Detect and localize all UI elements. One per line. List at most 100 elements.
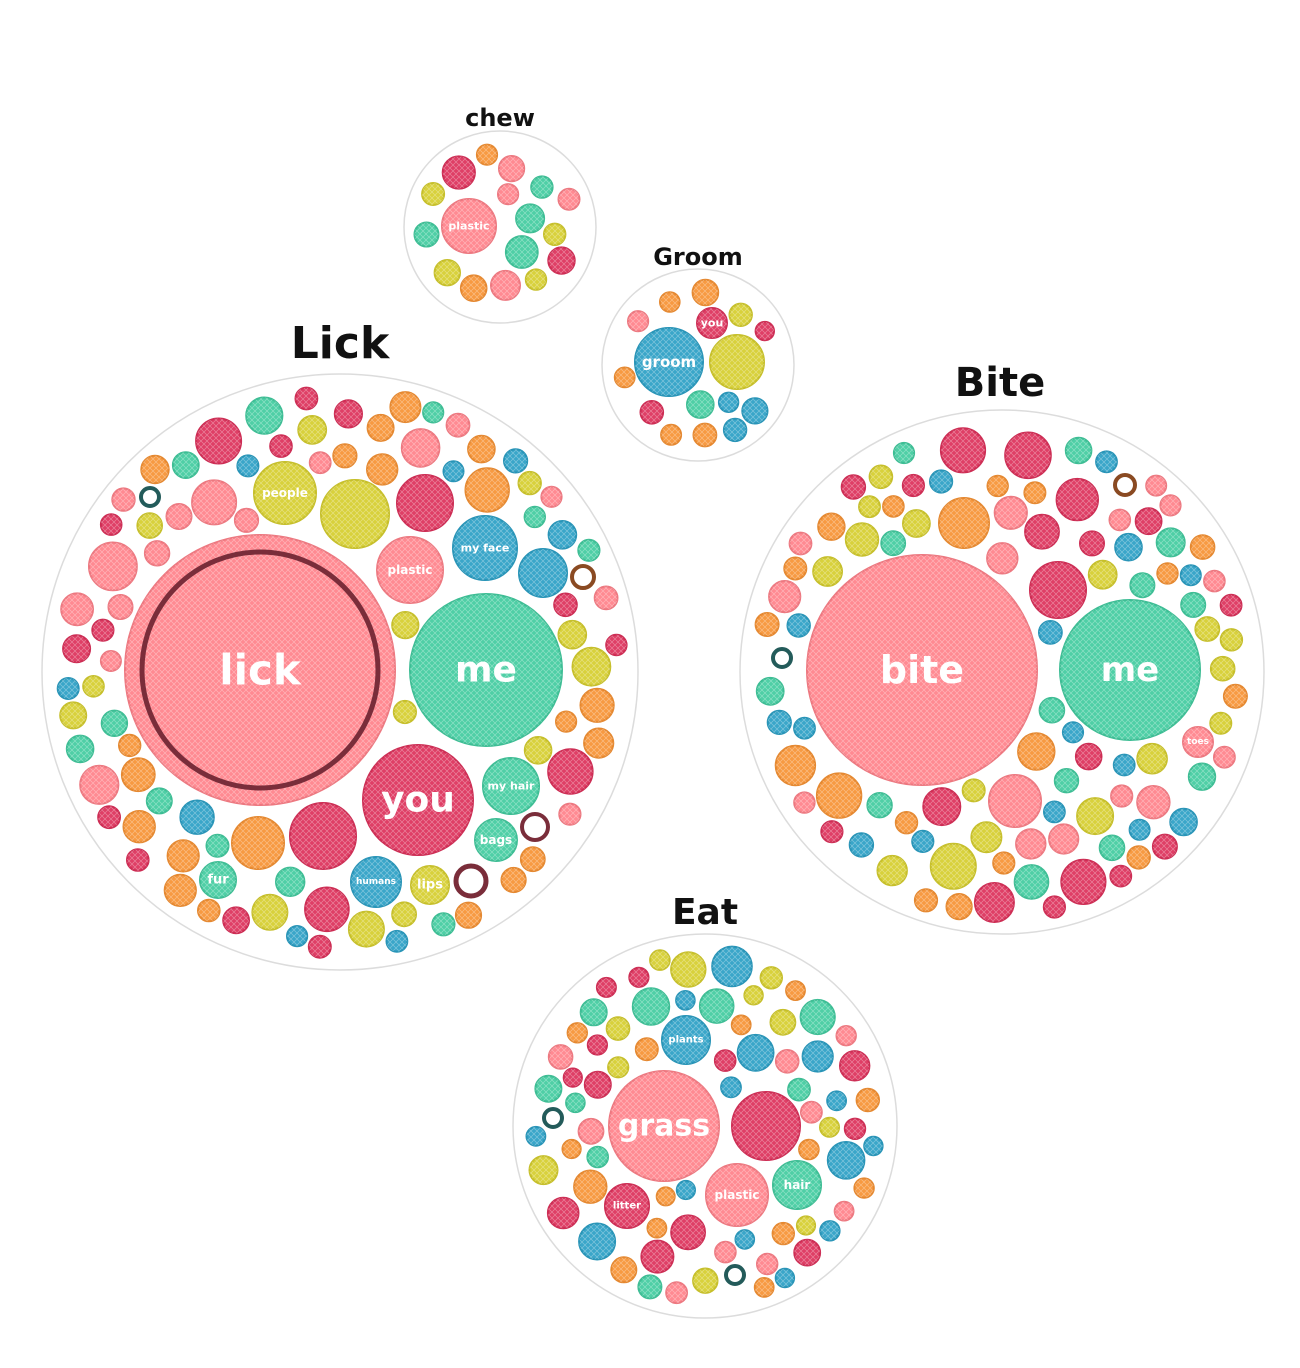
- eat-bubble-37-texture: [715, 1241, 736, 1263]
- bubble-plants-texture: [662, 1016, 710, 1064]
- bite-bubble-54-texture: [1137, 743, 1167, 774]
- eat-bubble-7-texture: [632, 988, 670, 1025]
- lick-bubble-6-texture: [89, 542, 137, 591]
- eat-bubble-49-texture: [635, 1038, 658, 1061]
- bubble-humans-label: humans: [356, 877, 396, 887]
- lick-bubble-4-texture: [548, 749, 593, 794]
- bite-bubble-41-texture: [821, 821, 843, 843]
- eat-bubble-35-texture: [629, 967, 649, 987]
- bite-bubble-69-texture: [1062, 722, 1084, 743]
- bite-bubble-10-texture: [816, 773, 862, 818]
- lick-bubble-7-texture: [123, 811, 155, 843]
- bubble-you-texture: [697, 308, 727, 338]
- bubble-you-texture: [363, 745, 473, 855]
- eat-bubble-55-texture: [563, 1068, 582, 1087]
- eat-bubble-62-texture: [638, 1275, 662, 1299]
- lick-bubble-24-texture: [180, 800, 214, 834]
- bite-bubble-large-3-texture: [939, 498, 989, 548]
- chew-bubble-0-texture: [531, 176, 553, 198]
- eat-bubble-23-texture: [856, 1088, 879, 1112]
- lick-bubble-41-texture: [119, 734, 141, 757]
- bite-bubble-83-texture: [930, 470, 953, 493]
- lick-bubble-62-texture: [308, 935, 331, 958]
- eat-bubble-41-texture: [535, 1075, 562, 1102]
- bite-bubble-48-texture: [789, 532, 812, 555]
- bubble-plastic-label: plastic: [388, 563, 433, 577]
- lick-bubble-32-texture: [580, 688, 614, 722]
- lick-bubble-70-texture: [112, 488, 135, 511]
- bubble-lick-texture: [125, 535, 395, 805]
- bite-bubble-8-texture: [1025, 514, 1059, 549]
- bubble-hair-texture: [773, 1161, 821, 1209]
- bubble-my-face-label: my face: [461, 542, 510, 555]
- bubble-groom-label: groom: [642, 353, 696, 371]
- eat-bubble-36-texture: [714, 1050, 736, 1071]
- bite-bubble-47-texture: [914, 889, 938, 912]
- bite-bubble-72-texture: [1111, 785, 1133, 807]
- eat-bubble-11-texture: [578, 1118, 604, 1144]
- bubble-me-label: me: [455, 650, 517, 691]
- bite-bubble-58-texture: [912, 830, 934, 853]
- groom-bubble-0-texture: [729, 303, 752, 326]
- bubble-lick-highlight-ring: [139, 549, 381, 791]
- bite-bubble-9-texture: [877, 855, 907, 886]
- bubble-litter-texture: [605, 1184, 649, 1228]
- lick-bubble-1-texture: [572, 647, 611, 686]
- eat-bubble-26-texture: [737, 1034, 774, 1071]
- eat-ring-1: [542, 1107, 564, 1129]
- lick-ring-4: [453, 863, 489, 899]
- bite-bubble-12-texture: [1160, 495, 1181, 516]
- bite-bubble-5-texture: [974, 883, 1014, 922]
- bite-bubble-26-texture: [1130, 573, 1155, 598]
- lick-bubble-25-texture: [524, 506, 545, 528]
- lick-bubble-58-texture: [234, 508, 259, 532]
- chew-bubble-12-texture: [498, 184, 519, 205]
- eat-bubble-19-texture: [562, 1139, 581, 1159]
- group-title-groom: Groom: [653, 243, 743, 271]
- lick-bubble-20-texture: [167, 840, 199, 872]
- bite-bubble-13-texture: [1005, 432, 1051, 479]
- bubble-plants-label: plants: [668, 1035, 703, 1046]
- bite-bubble-64-texture: [962, 779, 985, 802]
- bite-bubble-80-texture: [755, 613, 779, 636]
- lick-bubble-75-texture: [98, 806, 120, 829]
- bite-bubble-34-texture: [987, 543, 1018, 574]
- lick-bubble-46-texture: [61, 593, 93, 626]
- lick-bubble-74-texture: [503, 449, 528, 473]
- lick-bubble-36-texture: [83, 676, 104, 697]
- lick-ring-3: [520, 812, 550, 842]
- bite-bubble-38-texture: [1054, 769, 1079, 793]
- bite-bubble-6-texture: [1137, 786, 1170, 819]
- bubble-layer-chew: plastic: [413, 143, 581, 303]
- bite-bubble-27-texture: [1088, 560, 1117, 589]
- lick-bubble-31-texture: [446, 413, 470, 437]
- bite-bubble-31-texture: [971, 822, 1002, 853]
- bite-bubble-1-texture: [867, 793, 892, 818]
- group-chew: chew plastic: [403, 104, 597, 324]
- lick-bubble-67-texture: [541, 486, 562, 507]
- lick-bubble-17-texture: [92, 619, 114, 641]
- bite-ring-2: [1113, 473, 1137, 497]
- bubble-bite-texture: [807, 555, 1037, 785]
- lick-bubble-10-texture: [246, 397, 283, 434]
- lick-bubble-50-texture: [166, 504, 192, 529]
- lick-bubble-large-1-texture: [321, 480, 389, 548]
- bite-bubble-30-texture: [845, 523, 879, 556]
- lick-bubble-72-texture: [309, 452, 331, 474]
- eat-bubble-64-texture: [864, 1136, 883, 1156]
- bite-bubble-15-texture: [1099, 835, 1125, 861]
- eat-bubble-40-texture: [820, 1117, 839, 1137]
- bite-bubble-63-texture: [1039, 621, 1062, 644]
- bite-bubble-44-texture: [1065, 437, 1092, 464]
- bite-bubble-79-texture: [1044, 801, 1065, 823]
- eat-bubble-4-texture: [827, 1091, 846, 1111]
- eat-bubble-3-texture: [671, 1215, 705, 1250]
- bubble-me-label: me: [1101, 650, 1160, 690]
- bubble-plastic-texture: [377, 537, 443, 603]
- bite-bubble-71-texture: [1157, 563, 1178, 584]
- bite-bubble-86-texture: [1129, 819, 1150, 840]
- bite-bubble-21-texture: [769, 581, 801, 613]
- eat-bubble-9-texture: [712, 946, 752, 987]
- eat-bubble-42-texture: [840, 1051, 870, 1081]
- bite-bubble-35-texture: [1075, 743, 1102, 770]
